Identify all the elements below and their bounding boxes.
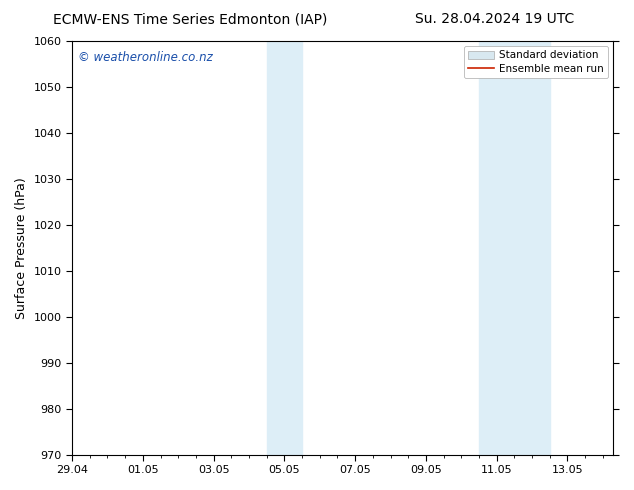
Text: Su. 28.04.2024 19 UTC: Su. 28.04.2024 19 UTC [415, 12, 574, 26]
Bar [479, 41, 550, 455]
Bar [267, 41, 302, 455]
Legend: Standard deviation, Ensemble mean run: Standard deviation, Ensemble mean run [464, 46, 608, 78]
Text: ECMW-ENS Time Series Edmonton (IAP): ECMW-ENS Time Series Edmonton (IAP) [53, 12, 327, 26]
Y-axis label: Surface Pressure (hPa): Surface Pressure (hPa) [15, 177, 28, 318]
Text: © weatheronline.co.nz: © weatheronline.co.nz [77, 51, 212, 64]
